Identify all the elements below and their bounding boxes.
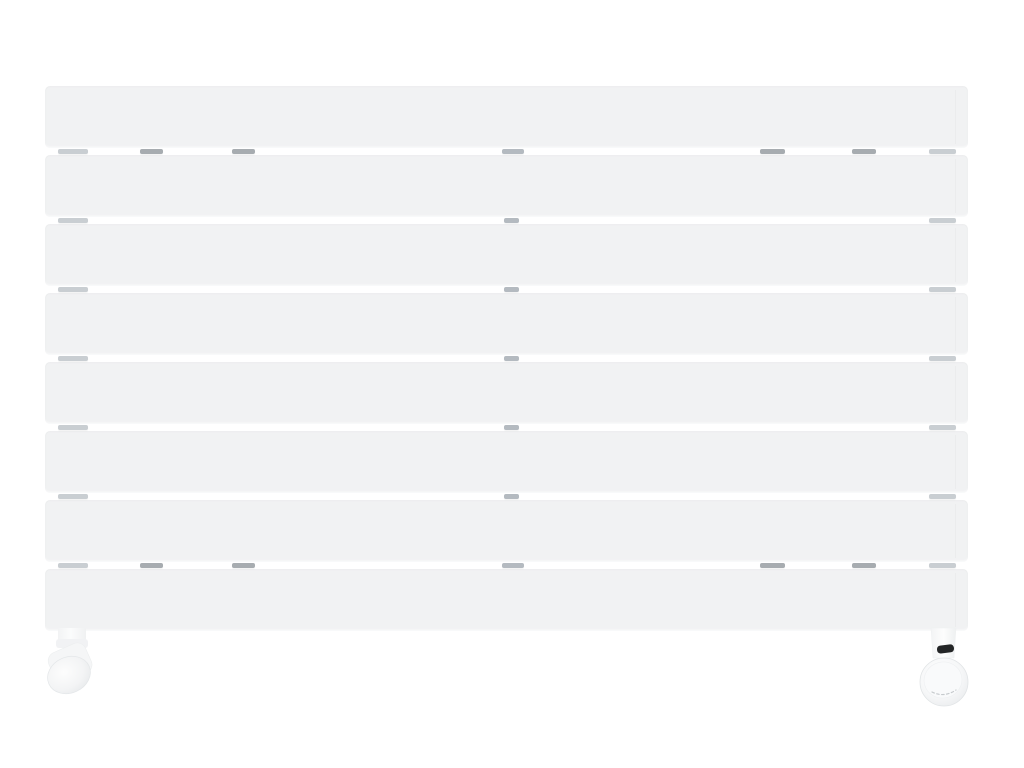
valve-cap [47,655,91,695]
slat-connector [929,563,956,568]
slat-connector [232,149,255,154]
slat-connector [140,149,163,154]
knob-markings [931,689,957,696]
slat-connector [504,287,519,292]
slat-connector [58,149,88,154]
radiator-slat [45,155,968,217]
slat-connector [140,563,163,568]
slat-connector [929,149,956,154]
slat-connector [504,425,519,430]
radiator-slat [45,569,968,631]
slat-connector [760,149,785,154]
thermostat-neck [930,627,957,659]
slat-connector [58,287,88,292]
slat-connector [58,563,88,568]
slat-connector [232,563,255,568]
radiator-slat [45,431,968,493]
radiator-slat [45,224,968,286]
slat-connector [58,494,88,499]
radiator-slat [45,86,968,148]
slat-connector [502,149,524,154]
slat-connector [504,218,519,223]
slat-connector [58,218,88,223]
slat-connector [852,149,876,154]
knob-face [923,661,963,699]
radiator-slat [45,293,968,355]
slat-connector [504,494,519,499]
slat-connector [929,494,956,499]
radiator-panel [45,86,968,631]
radiator-slat [45,362,968,424]
slat-connector [504,356,519,361]
slat-connector [760,563,785,568]
radiator-slat [45,500,968,562]
thermostat-vent-slot [936,644,955,654]
slat-connector [852,563,876,568]
slat-connector [929,425,956,430]
slat-connector [502,563,524,568]
slat-connector [58,356,88,361]
right-valve [919,627,969,707]
left-valve [47,628,93,695]
slat-connector [929,218,956,223]
slat-connector [58,425,88,430]
slat-connector [929,356,956,361]
slat-connector [929,287,956,292]
